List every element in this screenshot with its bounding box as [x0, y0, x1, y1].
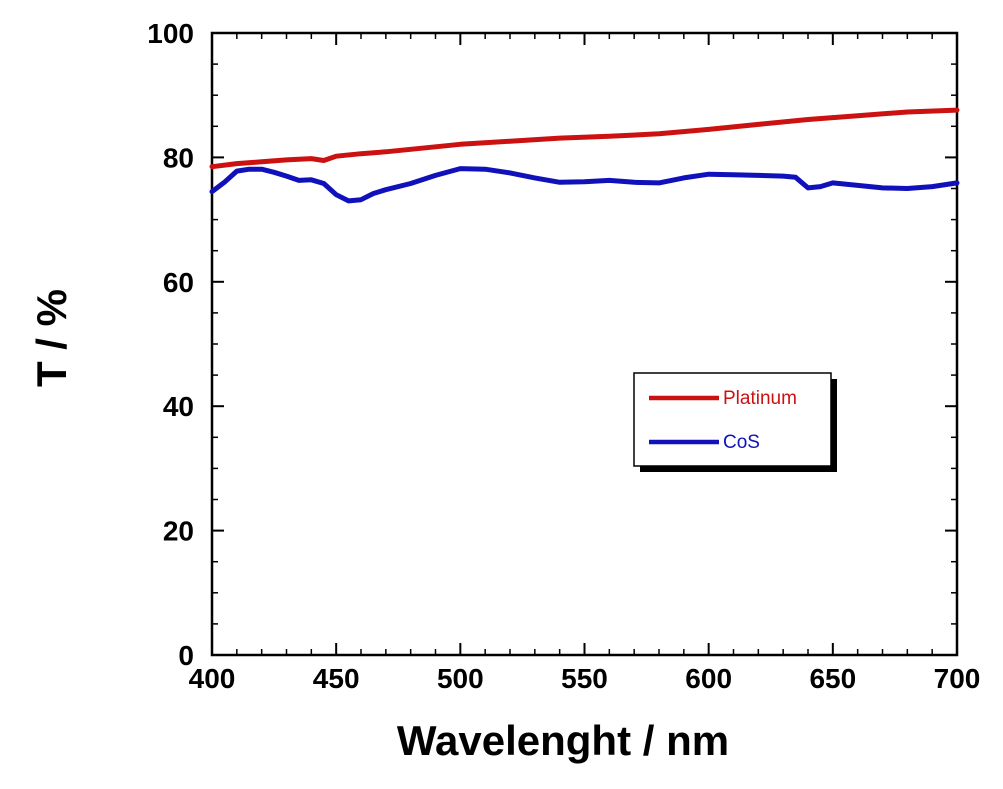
x-tick-label: 500	[437, 663, 484, 694]
x-tick-label: 450	[313, 663, 360, 694]
plot-area	[209, 31, 960, 657]
x-tick-label: 700	[934, 663, 981, 694]
major-ticks	[211, 32, 958, 656]
plot-frame	[210, 31, 959, 657]
y-tick-label: 80	[163, 142, 194, 173]
y-tick-label: 40	[163, 391, 194, 422]
y-tick-label: 20	[163, 516, 194, 547]
x-axis-title: Wavelenght / nm	[397, 717, 729, 764]
y-tick-label: 60	[163, 267, 194, 298]
series-line-cos	[209, 166, 960, 204]
x-tick-label: 600	[685, 663, 732, 694]
legend-label-platinum: Platinum	[723, 388, 797, 409]
y-tick-labels: 0 20 40 60 80 100	[147, 18, 194, 671]
x-tick-label: 550	[561, 663, 608, 694]
y-axis-title: T / %	[28, 289, 75, 387]
legend-box	[633, 372, 832, 467]
legend: Platinum CoS	[633, 372, 837, 472]
x-tick-label: 400	[189, 663, 236, 694]
series-line-platinum	[209, 107, 960, 170]
x-tick-labels: 400 450 500 550 600 650 700	[189, 663, 981, 694]
legend-label-cos: CoS	[723, 432, 760, 453]
x-tick-label: 650	[809, 663, 856, 694]
y-tick-label: 0	[178, 640, 194, 671]
y-tick-label: 100	[147, 18, 194, 49]
minor-ticks	[212, 33, 957, 655]
series-lines	[209, 107, 960, 204]
